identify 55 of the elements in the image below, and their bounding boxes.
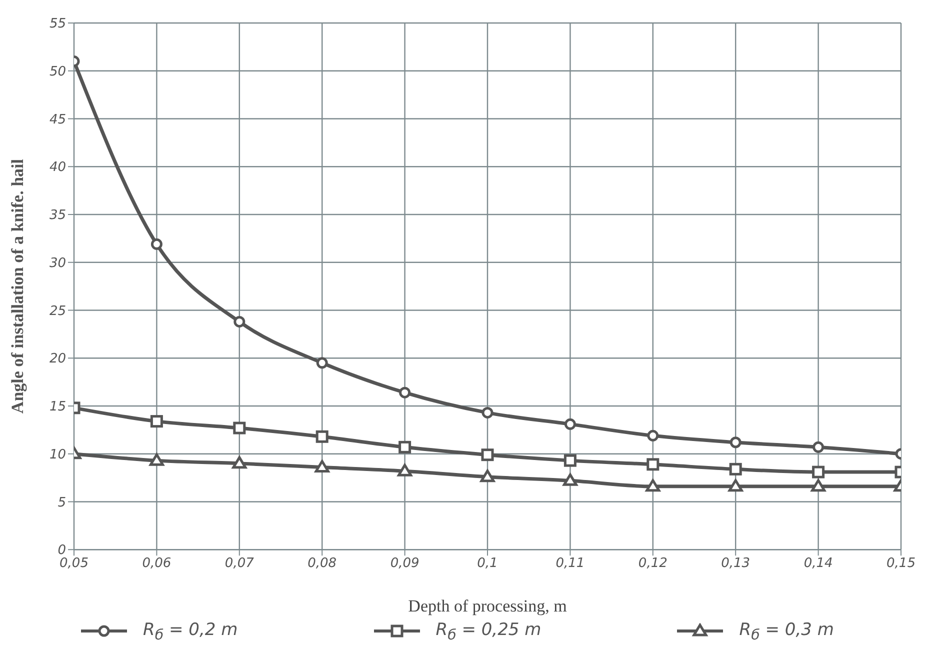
x-tick-label: 0,06 bbox=[142, 556, 172, 571]
point bbox=[812, 441, 824, 453]
y-tick-label: 20 bbox=[49, 352, 66, 367]
point bbox=[646, 479, 660, 492]
x-tick-label: 0,1 bbox=[477, 556, 498, 571]
point bbox=[647, 430, 659, 442]
legend-label: R$_{б}$ = 0,2 m bbox=[143, 620, 238, 643]
point bbox=[481, 448, 494, 462]
y-tick-label: 40 bbox=[49, 160, 66, 176]
x-tick-label: 0,07 bbox=[224, 556, 255, 571]
point bbox=[728, 479, 743, 492]
point bbox=[730, 436, 742, 448]
point bbox=[564, 454, 576, 467]
point bbox=[150, 415, 163, 428]
y-tick-label: 0 bbox=[58, 543, 66, 558]
point bbox=[316, 430, 328, 443]
point bbox=[150, 238, 162, 250]
y-tick-label: 30 bbox=[49, 256, 66, 271]
point bbox=[811, 479, 826, 492]
x-tick-label: 0,08 bbox=[308, 556, 337, 571]
x-tick-label: 0,09 bbox=[390, 556, 420, 571]
y-tick-label: 45 bbox=[49, 112, 66, 128]
point bbox=[562, 473, 578, 486]
point bbox=[646, 458, 660, 471]
y-tick-label: 35 bbox=[49, 208, 66, 224]
point bbox=[399, 386, 411, 398]
y-tick-label: 25 bbox=[49, 304, 66, 319]
point bbox=[149, 453, 164, 466]
point bbox=[480, 470, 495, 482]
point bbox=[232, 456, 247, 469]
point bbox=[812, 466, 825, 478]
y-tick-label: 5 bbox=[58, 495, 66, 510]
point bbox=[233, 422, 246, 434]
point bbox=[314, 460, 330, 473]
y-tick-label: 50 bbox=[49, 64, 66, 80]
point bbox=[398, 464, 412, 476]
point bbox=[729, 462, 742, 476]
x-tick-label: 0,11 bbox=[556, 556, 585, 571]
y-tick-label: 15 bbox=[49, 400, 66, 415]
point bbox=[398, 440, 412, 454]
x-tick-label: 0,12 bbox=[638, 556, 668, 571]
y-tick-label: 10 bbox=[49, 447, 66, 462]
x-tick-label: 0,15 bbox=[886, 556, 916, 571]
y-tick-label: 55 bbox=[49, 16, 66, 32]
point bbox=[482, 406, 494, 418]
point bbox=[316, 357, 328, 369]
x-axis-title: Depth of processing, m bbox=[408, 596, 567, 616]
point bbox=[234, 316, 246, 328]
x-tick-label: 0,13 bbox=[721, 556, 750, 571]
legend-label: R$_{б}$ = 0,3 m bbox=[739, 620, 834, 643]
x-tick-label: 0,05 bbox=[60, 556, 88, 571]
x-tick-label: 0,14 bbox=[804, 556, 833, 571]
y-axis-title: Angle of installation of a knife. hail bbox=[8, 158, 28, 414]
legend-label: R$_{б}$ = 0,25 m bbox=[436, 620, 542, 643]
point bbox=[564, 418, 576, 430]
